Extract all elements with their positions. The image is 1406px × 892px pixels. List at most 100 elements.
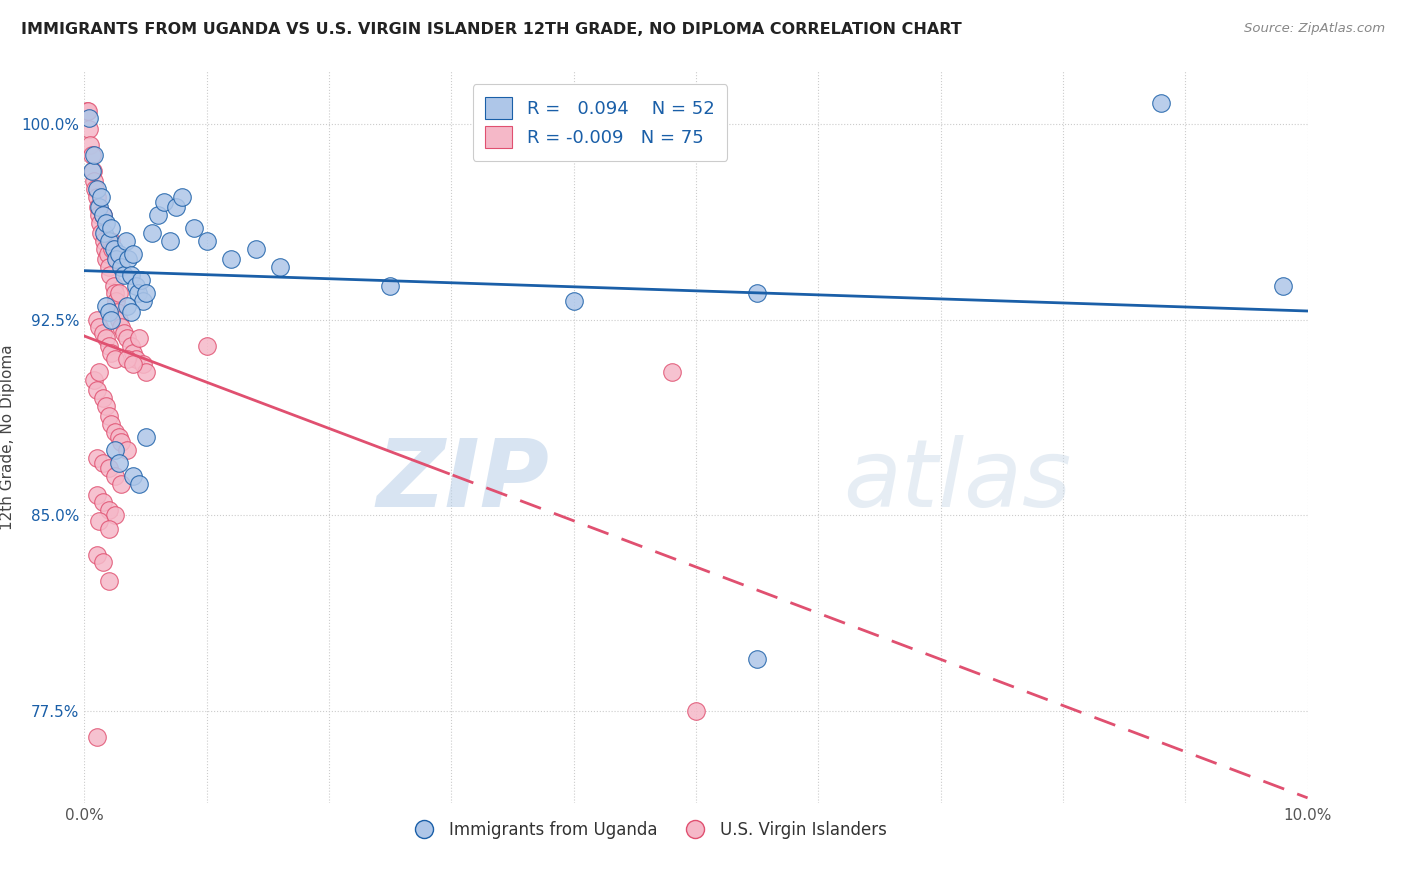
Point [83, 174, 105, 188]
Point [107, 456, 129, 470]
Point [562, 294, 585, 309]
Point [104, 351, 127, 366]
Point [83, 148, 105, 162]
Point [120, 339, 142, 353]
Point [86, 312, 108, 326]
Y-axis label: 12th Grade, No Diploma: 12th Grade, No Diploma [0, 344, 14, 530]
Point [747, 652, 769, 666]
Point [97, 339, 120, 353]
Point [86, 450, 108, 465]
Point [125, 278, 148, 293]
Point [661, 365, 683, 379]
Point [98, 268, 121, 282]
Point [91, 556, 114, 570]
Point [97, 234, 120, 248]
Point [80, 148, 103, 162]
Point [128, 477, 150, 491]
Point [97, 260, 120, 275]
Point [100, 417, 122, 431]
Point [110, 260, 132, 275]
Point [86, 548, 108, 562]
Point [153, 194, 176, 209]
Point [97, 409, 120, 424]
Point [103, 278, 125, 293]
Point [172, 190, 194, 204]
Point [105, 304, 128, 318]
Point [107, 312, 129, 326]
Point [122, 357, 145, 371]
Point [380, 278, 402, 293]
Point [86, 487, 108, 501]
Point [219, 252, 242, 267]
Point [115, 300, 138, 314]
Point [77, 112, 100, 126]
Point [97, 247, 120, 261]
Point [77, 121, 100, 136]
Point [100, 346, 122, 360]
Point [84, 182, 107, 196]
Point [97, 503, 120, 517]
Point [1272, 278, 1295, 293]
Point [1150, 95, 1173, 110]
Point [115, 443, 138, 458]
Point [135, 286, 157, 301]
Point [91, 391, 114, 405]
Point [104, 508, 127, 523]
Point [100, 234, 122, 248]
Point [685, 705, 707, 719]
Point [86, 731, 108, 745]
Point [195, 339, 218, 353]
Point [245, 242, 267, 256]
Point [195, 234, 218, 248]
Point [117, 252, 139, 267]
Point [132, 294, 155, 309]
Point [104, 469, 127, 483]
Text: IMMIGRANTS FROM UGANDA VS U.S. VIRGIN ISLANDER 12TH GRADE, NO DIPLOMA CORRELATIO: IMMIGRANTS FROM UGANDA VS U.S. VIRGIN IS… [21, 22, 962, 37]
Point [89, 216, 111, 230]
Point [105, 252, 128, 267]
Point [110, 320, 132, 334]
Point [79, 137, 101, 152]
Point [91, 495, 114, 509]
Point [80, 163, 103, 178]
Point [100, 221, 122, 235]
Point [110, 477, 132, 491]
Point [97, 574, 120, 588]
Point [90, 227, 112, 241]
Point [107, 430, 129, 444]
Point [91, 208, 114, 222]
Text: atlas: atlas [842, 435, 1071, 526]
Text: Source: ZipAtlas.com: Source: ZipAtlas.com [1244, 22, 1385, 36]
Point [101, 242, 124, 256]
Point [165, 200, 187, 214]
Point [120, 268, 142, 282]
Point [112, 326, 135, 340]
Point [122, 469, 145, 483]
Point [87, 200, 110, 214]
Point [105, 294, 128, 309]
Point [76, 103, 98, 118]
Point [128, 331, 150, 345]
Point [183, 221, 205, 235]
Point [115, 234, 138, 248]
Text: ZIP: ZIP [377, 435, 550, 527]
Point [100, 312, 122, 326]
Point [135, 365, 157, 379]
Point [115, 351, 138, 366]
Point [86, 383, 108, 397]
Point [93, 227, 115, 241]
Point [91, 326, 114, 340]
Point [269, 260, 291, 275]
Point [122, 346, 145, 360]
Point [107, 286, 129, 301]
Point [125, 351, 148, 366]
Point [110, 435, 132, 450]
Point [96, 331, 118, 345]
Point [96, 216, 118, 230]
Point [87, 514, 110, 528]
Point [132, 357, 155, 371]
Point [96, 399, 118, 413]
Point [91, 456, 114, 470]
Point [120, 304, 142, 318]
Point [127, 286, 149, 301]
